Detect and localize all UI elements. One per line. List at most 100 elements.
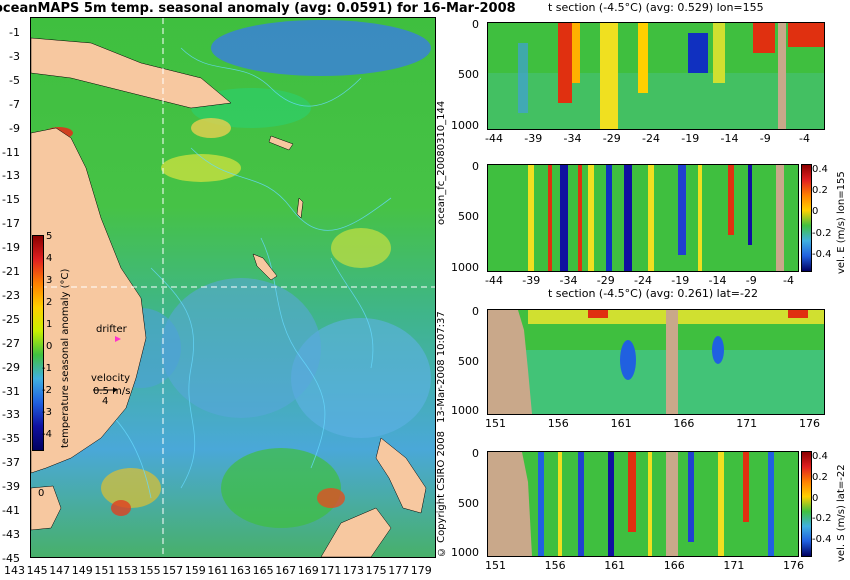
lat-label: -11	[2, 145, 20, 159]
lat-label: -5	[9, 73, 20, 87]
x-tick: -14	[720, 132, 739, 145]
lon-label: 159	[184, 564, 206, 577]
lon-velocity-section[interactable]	[487, 164, 799, 272]
lat-label: -19	[2, 241, 20, 255]
lon-label: 175	[365, 564, 387, 577]
velocity-scale: 4	[102, 396, 109, 407]
x-tick: -29	[596, 274, 615, 287]
island-label: 0	[38, 488, 45, 499]
x-tick: 151	[485, 559, 506, 572]
lon-section-title: t section (-4.5°C) (avg: 0.529) lon=155	[548, 1, 764, 14]
x-tick: -4	[799, 132, 810, 145]
lon-label: 177	[388, 564, 410, 577]
velocity-colorbar-e	[801, 164, 812, 272]
x-tick: 166	[673, 417, 695, 430]
x-tick: 161	[610, 417, 632, 430]
y-tick: 500	[458, 68, 479, 82]
x-tick: -34	[563, 132, 582, 145]
y-tick: 500	[458, 354, 479, 368]
cbar-tick: 0	[812, 492, 819, 504]
x-tick: 176	[783, 559, 804, 572]
lon-label: 145	[26, 564, 48, 577]
y-tick: 0	[472, 18, 479, 31]
y-tick: 0	[472, 447, 479, 460]
lon-label: 161	[207, 564, 229, 577]
lat-label: -43	[2, 527, 20, 541]
x-tick: -24	[642, 132, 660, 145]
x-tick: -34	[559, 274, 578, 287]
lon-label: 155	[139, 564, 161, 577]
lon-label: 173	[343, 564, 364, 577]
lat-label: -13	[2, 169, 20, 183]
y-tick: 1000	[451, 404, 479, 418]
velocity-value: 0.5 m/s	[93, 386, 131, 397]
x-tick: -29	[602, 132, 621, 145]
lon-label: 147	[49, 564, 71, 577]
cbar-tick: 0.2	[812, 185, 828, 197]
lat-label: -37	[2, 456, 20, 470]
y-tick: 500	[458, 210, 479, 224]
lat-label: -21	[2, 265, 20, 278]
lat-label: -25	[2, 312, 20, 326]
lat-label: -27	[2, 336, 20, 350]
lat-label: -3	[9, 49, 20, 63]
x-tick: -39	[524, 132, 543, 145]
cbar-tick: 0	[812, 206, 819, 218]
forecast-id-label: ocean_fc_20080310_144	[436, 100, 447, 225]
lat-label: -23	[2, 288, 20, 302]
ocean-map[interactable]	[30, 17, 436, 558]
velocity-colorbar-s	[801, 451, 812, 557]
lat-section-title: t section (-4.5°C) (avg: 0.261) lat=-22	[548, 287, 758, 300]
x-tick: 176	[799, 417, 820, 430]
cbar-tick: 0.4	[812, 451, 828, 462]
lat-temp-section[interactable]	[487, 309, 825, 415]
y-tick: 1000	[451, 260, 479, 274]
x-tick: -44	[485, 132, 503, 145]
lon-label: 151	[94, 564, 116, 577]
lat-label: -45	[2, 551, 20, 565]
anomaly-colorbar	[32, 235, 44, 451]
lat-label: -31	[2, 384, 20, 398]
cbar-tick: -0.2	[812, 513, 832, 525]
lon-label: 169	[297, 564, 319, 577]
lat-label: -7	[9, 97, 20, 111]
vel-s-label: vel. S (m/s) lat=-22	[836, 464, 847, 562]
y-tick: 0	[472, 160, 479, 173]
lat-label: -41	[2, 504, 20, 517]
x-tick: -9	[759, 132, 771, 145]
run-time-label: 13-Mar-2008 10:07:37	[436, 311, 447, 423]
y-tick: 1000	[451, 546, 479, 560]
y-tick: 1000	[451, 118, 479, 132]
lat-velocity-section[interactable]	[487, 451, 799, 557]
x-tick: 171	[723, 559, 745, 572]
velocity-label: velocity	[91, 373, 131, 384]
lon-label: 165	[252, 564, 274, 577]
vel-e-label: vel. E (m/s) lon=155	[836, 171, 847, 274]
map-title: oceanMAPS 5m temp. seasonal anomaly (avg…	[0, 1, 516, 16]
lat-label: -15	[2, 193, 20, 207]
lat-label: -29	[2, 360, 20, 374]
lon-label: 167	[275, 564, 297, 577]
x-tick: 156	[547, 417, 569, 430]
cbar-tick: -0.4	[812, 534, 832, 546]
x-tick: 171	[736, 417, 758, 430]
lon-temp-section[interactable]	[487, 22, 825, 130]
x-tick: -14	[708, 274, 727, 287]
lat-label: -35	[2, 432, 20, 446]
lat-label: -1	[9, 26, 20, 39]
x-tick: -9	[745, 274, 757, 287]
drifter-label: drifter	[96, 324, 127, 335]
x-tick: 156	[544, 559, 566, 572]
y-tick: 500	[458, 496, 479, 510]
cbar-tick: -0.2	[812, 227, 832, 239]
lon-label: 157	[162, 564, 184, 577]
cbar-tick: -0.4	[812, 248, 832, 260]
x-tick: 161	[604, 559, 626, 572]
x-tick: 151	[485, 417, 506, 430]
lon-label: 153	[117, 564, 138, 577]
cbar-tick: 0.2	[812, 471, 828, 483]
lon-label: 149	[71, 564, 93, 577]
x-tick: -39	[522, 274, 541, 287]
x-tick: -4	[783, 274, 794, 287]
lat-label: -39	[2, 480, 20, 494]
